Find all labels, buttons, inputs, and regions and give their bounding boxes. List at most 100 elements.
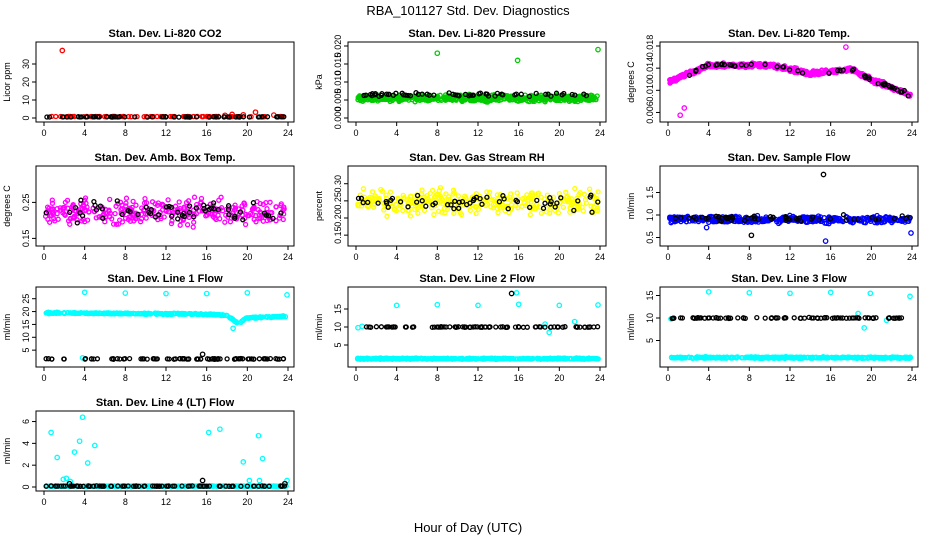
data-point bbox=[245, 315, 251, 321]
data-point bbox=[149, 114, 155, 120]
data-point bbox=[400, 207, 406, 214]
data-point bbox=[163, 290, 169, 297]
data-point bbox=[582, 197, 589, 203]
data-point bbox=[855, 216, 861, 223]
data-point bbox=[141, 483, 147, 489]
data-point bbox=[215, 206, 221, 213]
data-point bbox=[211, 311, 217, 317]
data-point bbox=[699, 214, 705, 220]
data-point bbox=[406, 97, 412, 103]
data-point bbox=[764, 355, 770, 361]
data-point bbox=[563, 189, 569, 195]
data-point bbox=[146, 311, 152, 317]
data-point bbox=[358, 195, 365, 201]
data-point bbox=[202, 208, 209, 214]
data-point bbox=[518, 356, 524, 362]
y-tick-label: 5 bbox=[645, 338, 655, 343]
chart-title: Stan. Dev. Amb. Box Temp. bbox=[95, 152, 236, 164]
data-point bbox=[213, 114, 219, 120]
data-point bbox=[168, 220, 175, 227]
data-point bbox=[513, 356, 519, 362]
data-point bbox=[191, 219, 197, 225]
data-point bbox=[215, 356, 221, 362]
data-point bbox=[810, 354, 816, 360]
data-point bbox=[90, 114, 96, 120]
data-point bbox=[822, 220, 828, 226]
data-point bbox=[48, 206, 54, 213]
data-point bbox=[425, 355, 432, 362]
x-tick-label: 4 bbox=[82, 128, 87, 138]
data-point bbox=[694, 354, 700, 360]
data-point bbox=[470, 324, 476, 330]
data-point bbox=[509, 95, 515, 101]
data-point bbox=[425, 98, 431, 104]
data-point bbox=[397, 356, 403, 362]
data-point bbox=[439, 355, 445, 362]
data-point bbox=[123, 195, 130, 201]
data-point bbox=[507, 95, 513, 101]
data-point bbox=[437, 185, 444, 191]
data-point bbox=[879, 354, 885, 361]
data-point bbox=[544, 356, 550, 362]
data-point bbox=[77, 483, 83, 489]
data-point bbox=[581, 191, 587, 197]
data-point bbox=[484, 194, 490, 200]
chart-title: Stan. Dev. Li-820 CO2 bbox=[109, 28, 222, 40]
data-point bbox=[130, 483, 137, 489]
data-point bbox=[77, 210, 83, 216]
data-point bbox=[446, 90, 452, 96]
data-point bbox=[144, 114, 151, 120]
data-point bbox=[169, 213, 175, 219]
data-point bbox=[693, 68, 699, 74]
data-point bbox=[905, 355, 911, 361]
data-point bbox=[748, 215, 755, 221]
data-point bbox=[515, 324, 522, 330]
data-point bbox=[126, 355, 133, 362]
data-point bbox=[80, 483, 86, 489]
data-point bbox=[92, 202, 98, 209]
data-point bbox=[416, 204, 422, 210]
y-tick-label: 0.020 bbox=[333, 35, 343, 58]
data-point bbox=[555, 356, 562, 362]
data-point bbox=[70, 310, 76, 316]
data-point bbox=[899, 213, 905, 219]
y-tick-label: 0.25 bbox=[21, 194, 31, 212]
data-point bbox=[445, 96, 451, 102]
data-point bbox=[194, 356, 200, 362]
x-tick-label: 0 bbox=[665, 128, 670, 138]
data-point bbox=[263, 356, 269, 362]
data-point bbox=[705, 289, 712, 295]
data-point bbox=[154, 113, 160, 120]
x-tick-label: 16 bbox=[826, 128, 836, 138]
data-point bbox=[47, 219, 53, 225]
data-point bbox=[875, 216, 882, 223]
data-point bbox=[686, 354, 692, 360]
data-point bbox=[431, 92, 437, 98]
data-point bbox=[493, 324, 499, 330]
data-point bbox=[854, 70, 861, 76]
data-point bbox=[49, 356, 55, 362]
x-tick-label: 8 bbox=[123, 373, 128, 383]
x-tick-label: 4 bbox=[82, 252, 87, 262]
data-point bbox=[244, 483, 251, 489]
x-tick-label: 12 bbox=[161, 128, 171, 138]
data-point bbox=[595, 302, 601, 308]
data-point bbox=[580, 208, 586, 214]
data-point bbox=[191, 214, 197, 220]
data-point bbox=[198, 483, 204, 489]
x-tick-label: 0 bbox=[41, 252, 46, 262]
data-point bbox=[372, 92, 378, 98]
data-point bbox=[473, 194, 480, 200]
data-point bbox=[446, 356, 452, 362]
data-point bbox=[845, 354, 851, 360]
data-point bbox=[153, 310, 159, 317]
x-tick-label: 8 bbox=[747, 373, 752, 383]
data-point bbox=[155, 200, 161, 206]
data-point bbox=[725, 315, 731, 321]
data-point bbox=[542, 200, 548, 206]
data-point bbox=[47, 212, 54, 219]
data-point bbox=[783, 214, 789, 221]
x-tick-label: 20 bbox=[554, 373, 564, 383]
